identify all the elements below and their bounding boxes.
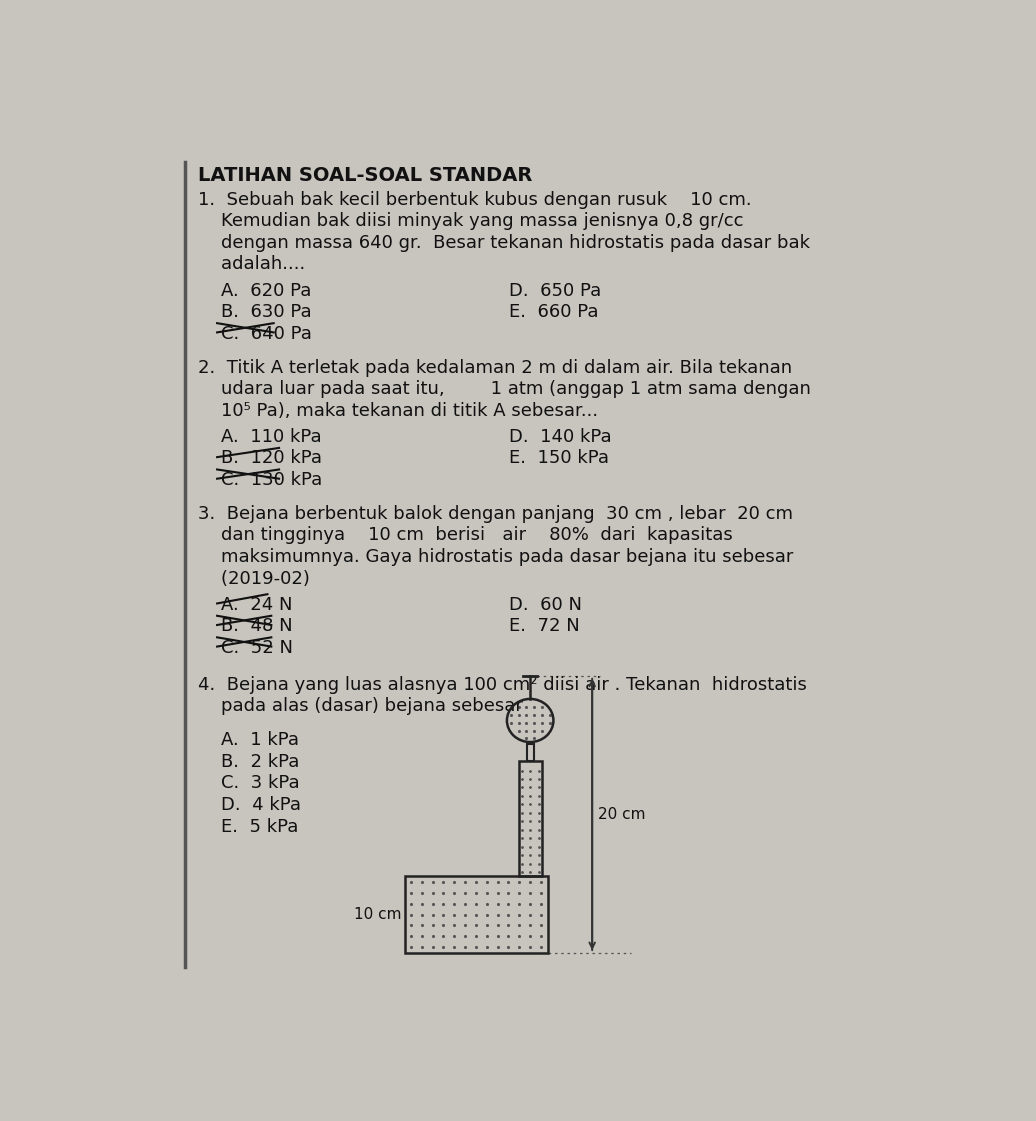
Text: A.  1 kPa: A. 1 kPa (221, 731, 299, 749)
Text: (2019-02): (2019-02) (198, 569, 310, 587)
Text: D.  4 kPa: D. 4 kPa (221, 796, 300, 814)
Text: maksimumnya. Gaya hidrostatis pada dasar bejana itu sebesar: maksimumnya. Gaya hidrostatis pada dasar… (198, 548, 794, 566)
Text: A.  24 N: A. 24 N (221, 595, 292, 614)
Bar (405, 876, 548, 953)
Text: 10⁵ Pa), maka tekanan di titik A sebesar...: 10⁵ Pa), maka tekanan di titik A sebesar… (198, 401, 598, 419)
Text: B.  2 kPa: B. 2 kPa (221, 753, 299, 771)
Text: 1.  Sebuah bak kecil berbentuk kubus dengan rusuk    10 cm.: 1. Sebuah bak kecil berbentuk kubus deng… (198, 191, 751, 209)
Text: C.  3 kPa: C. 3 kPa (221, 775, 299, 793)
Text: 3.  Bejana berbentuk balok dengan panjang  30 cm , lebar  20 cm: 3. Bejana berbentuk balok dengan panjang… (198, 504, 793, 522)
Text: D.  140 kPa: D. 140 kPa (510, 428, 612, 446)
Text: C.  640 Pa: C. 640 Pa (221, 325, 312, 343)
Text: 20 cm: 20 cm (599, 807, 645, 822)
Text: E.  5 kPa: E. 5 kPa (221, 817, 298, 835)
Text: 10 cm: 10 cm (354, 907, 402, 923)
Text: B.  630 Pa: B. 630 Pa (221, 303, 312, 321)
Text: D.  650 Pa: D. 650 Pa (510, 281, 602, 299)
Text: E.  660 Pa: E. 660 Pa (510, 303, 599, 321)
Text: C.  130 kPa: C. 130 kPa (221, 471, 322, 489)
Text: E.  72 N: E. 72 N (510, 618, 580, 636)
Text: 2.  Titik A terletak pada kedalaman 2 m di dalam air. Bila tekanan: 2. Titik A terletak pada kedalaman 2 m d… (198, 359, 792, 377)
Text: adalah....: adalah.... (198, 256, 305, 274)
Text: dengan massa 640 gr.  Besar tekanan hidrostatis pada dasar bak: dengan massa 640 gr. Besar tekanan hidro… (198, 234, 810, 252)
Text: D.  60 N: D. 60 N (510, 595, 582, 614)
Text: B.  48 N: B. 48 N (221, 618, 292, 636)
Text: LATIHAN SOAL-SOAL STANDAR: LATIHAN SOAL-SOAL STANDAR (198, 166, 533, 185)
Text: dan tingginya    10 cm  berisi   air    80%  dari  kapasitas: dan tingginya 10 cm berisi air 80% dari … (198, 527, 732, 545)
Text: E.  150 kPa: E. 150 kPa (510, 450, 609, 467)
Text: C.  52 N: C. 52 N (221, 639, 293, 657)
Bar (527, 743, 534, 760)
Text: A.  110 kPa: A. 110 kPa (221, 428, 321, 446)
Text: udara luar pada saat itu,        1 atm (anggap 1 atm sama dengan: udara luar pada saat itu, 1 atm (anggap … (198, 380, 810, 398)
Text: pada alas (dasar) bejana sebesar: pada alas (dasar) bejana sebesar (198, 697, 522, 715)
Bar (519, 760, 542, 876)
Text: B.  120 kPa: B. 120 kPa (221, 450, 322, 467)
Text: A.  620 Pa: A. 620 Pa (221, 281, 312, 299)
Text: Kemudian bak diisi minyak yang massa jenisnya 0,8 gr/cc: Kemudian bak diisi minyak yang massa jen… (198, 212, 743, 230)
Text: 4.  Bejana yang luas alasnya 100 cm² diisi air . Tekanan  hidrostatis: 4. Bejana yang luas alasnya 100 cm² diis… (198, 676, 807, 694)
